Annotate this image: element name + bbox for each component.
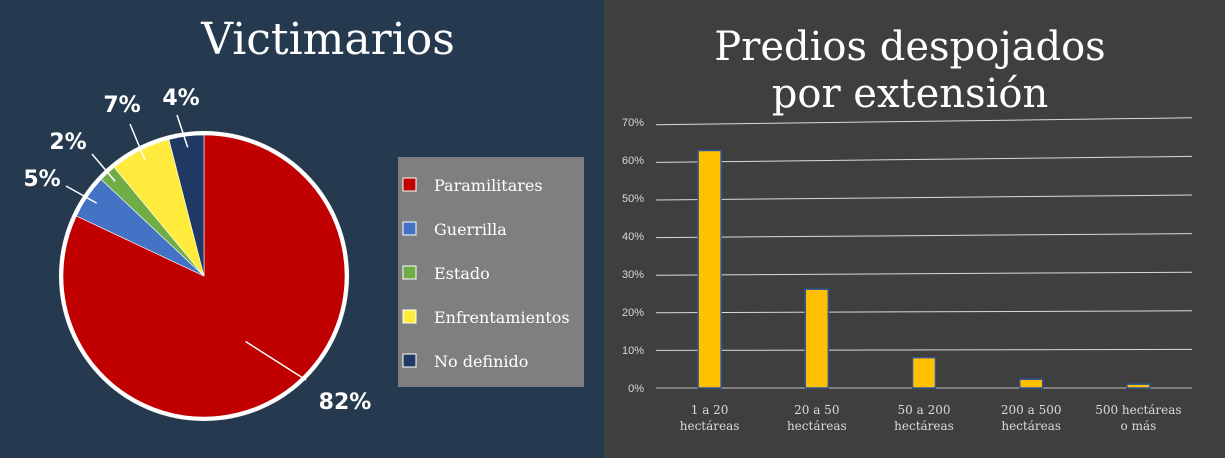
- pie-chart-title: Victimarios: [200, 14, 455, 65]
- y-tick-60: 60%: [622, 155, 644, 167]
- x-tick-50-a-200-hectareas-line-1: 50 a 200: [898, 403, 951, 417]
- gridline-40: [655, 233, 1193, 239]
- bar-500-hectareas-o-mas: [1126, 383, 1151, 389]
- y-tick-0: 0%: [628, 383, 644, 395]
- y-tick-40: 40%: [622, 231, 644, 243]
- pie-leader-enfrentamientos: [129, 123, 146, 161]
- pie-label-no-definido: 4%: [162, 86, 199, 111]
- pie-label-estado: 2%: [49, 130, 86, 155]
- legend-label-enfrentamientos: Enfrentamientos: [434, 308, 570, 327]
- pie-leader-no-definido: [176, 114, 189, 148]
- y-tick-70: 70%: [622, 117, 644, 129]
- legend-swatch-no-definido: [402, 353, 417, 368]
- gridline-50: [655, 194, 1193, 201]
- y-tick-30: 30%: [622, 269, 644, 281]
- x-tick-500-hectareas-o-mas-line-2: o más: [1121, 419, 1157, 433]
- x-tick-1-a-20-hectareas-line-2: hectáreas: [680, 419, 740, 433]
- pie-label-paramilitares: 82%: [319, 390, 372, 415]
- x-tick-20-a-50-hectareas-line-2: hectáreas: [787, 419, 847, 433]
- x-tick-200-a-500-hectareas-line-2: hectáreas: [1001, 419, 1061, 433]
- x-tick-200-a-500-hectareas-line-1: 200 a 500: [1001, 403, 1062, 417]
- bar-20-a-50-hectareas: [804, 288, 830, 389]
- x-tick-1-a-20-hectareas-line-1: 1 a 20: [691, 403, 729, 417]
- pie-label-enfrentamientos: 7%: [103, 93, 140, 118]
- gridline-70: [655, 117, 1193, 126]
- legend-swatch-guerrilla: [402, 221, 417, 236]
- legend-label-guerrilla: Guerrilla: [434, 220, 507, 239]
- legend-label-paramilitares: Paramilitares: [434, 176, 543, 195]
- y-tick-50: 50%: [622, 193, 644, 205]
- pie-chart: Victimarios 82% 5% 2% 7% 4% Paramilitares Gue…: [23, 14, 584, 421]
- pie-leader-estado: [91, 153, 116, 182]
- x-tick-500-hectareas-o-mas-line-1: 500 hectáreas: [1095, 403, 1181, 417]
- pie-slice-no-definido: [168, 134, 205, 277]
- pie-label-guerrilla: 5%: [23, 167, 60, 192]
- legend-swatch-paramilitares: [402, 177, 417, 192]
- bar-200-a-500-hectareas: [1018, 378, 1044, 389]
- predios-panel: Predios despojados por extensión 0% 10% 20…: [604, 0, 1225, 458]
- pie-legend-box: [398, 157, 584, 387]
- pie-leader-guerrilla: [65, 185, 98, 204]
- gridline-60: [655, 155, 1193, 163]
- bar-chart: Predios despojados por extensión 0% 10% 20…: [622, 24, 1193, 433]
- gridline-20: [655, 310, 1193, 314]
- victimarios-panel: Victimarios 82% 5% 2% 7% 4% Paramilitares Gue…: [0, 0, 604, 458]
- y-tick-10: 10%: [622, 345, 644, 357]
- legend-swatch-enfrentamientos: [402, 309, 417, 324]
- bar-chart-title-line-2: por extensión: [772, 71, 1048, 117]
- gridline-10: [655, 348, 1193, 351]
- x-tick-20-a-50-hectareas-line-1: 20 a 50: [794, 403, 839, 417]
- y-tick-20: 20%: [622, 307, 644, 319]
- pie-leader-paramilitares: [245, 340, 307, 381]
- legend-swatch-estado: [402, 265, 417, 280]
- bar-50-a-200-hectareas: [911, 356, 937, 389]
- bar-chart-title-line-1: Predios despojados: [714, 24, 1105, 70]
- x-tick-50-a-200-hectareas-line-2: hectáreas: [894, 419, 954, 433]
- legend-label-estado: Estado: [434, 264, 490, 283]
- gridline-30: [655, 271, 1193, 276]
- bar-1-a-20-hectareas: [697, 149, 722, 389]
- legend-label-no-definido: No definido: [434, 352, 528, 371]
